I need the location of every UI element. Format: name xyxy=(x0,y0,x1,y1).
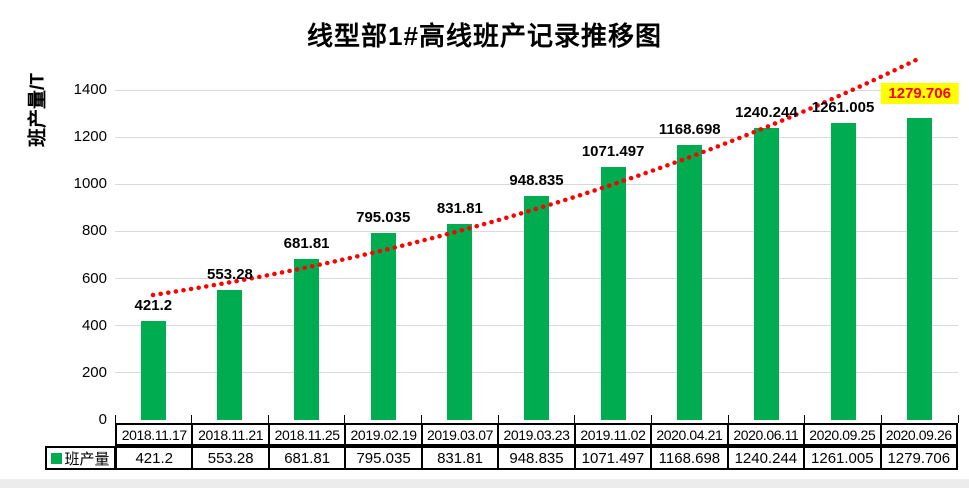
table-date-cell: 2018.11.25 xyxy=(268,424,346,445)
table-value-cell: 948.835 xyxy=(498,447,575,469)
bar-data-label: 421.2 xyxy=(134,296,173,314)
table-date-cell: 2019.03.07 xyxy=(421,424,499,445)
table-date-cell: 2019.03.23 xyxy=(498,424,575,445)
table-value-cell: 1279.706 xyxy=(880,447,957,469)
y-axis-tick-label: 0 xyxy=(98,411,107,428)
bar xyxy=(907,118,933,420)
bar-data-label: 1261.005 xyxy=(811,98,875,116)
legend-cell: 班产量 xyxy=(45,446,116,470)
bar xyxy=(677,144,703,420)
chart-title: 线型部1#高线班产记录推移图 xyxy=(307,21,662,51)
data-table-date-row: 2018.11.17 2018.11.21 2018.11.25 2019.02.19… xyxy=(115,423,958,446)
bar xyxy=(830,122,856,420)
table-date-cell: 2019.02.19 xyxy=(345,424,422,445)
bar-data-label: 1168.698 xyxy=(658,120,721,138)
table-value-cell: 795.035 xyxy=(345,447,422,469)
y-axis-tick-label: 600 xyxy=(81,269,107,287)
category-axis-tick xyxy=(344,415,346,423)
bar xyxy=(447,223,473,420)
table-date-cell: 2018.11.21 xyxy=(192,424,269,445)
category-axis-tick xyxy=(957,415,959,423)
y-axis-tick-label: 1200 xyxy=(73,128,107,146)
y-gridline xyxy=(115,89,958,91)
table-date-cell: 2019.11.02 xyxy=(574,424,652,445)
table-value-cell: 681.81 xyxy=(268,447,346,469)
y-axis-tick-label: 400 xyxy=(81,316,107,334)
category-axis-tick xyxy=(114,415,116,423)
table-value-cell: 1168.698 xyxy=(651,447,728,469)
bar-data-label: 553.28 xyxy=(207,265,253,283)
category-axis-tick xyxy=(650,415,652,423)
table-date-cell: 2018.11.17 xyxy=(116,424,193,445)
y-axis-tick-label: 200 xyxy=(81,363,107,381)
window-bottom-strip xyxy=(0,479,969,488)
table-date-cell: 2020.09.25 xyxy=(804,424,881,445)
bar xyxy=(140,320,166,420)
bar-data-label: 1240.244 xyxy=(735,103,798,121)
data-table-value-row: 421.2 553.28 681.81 795.035 831.81 948.835 107… xyxy=(115,446,958,470)
bar xyxy=(753,127,779,420)
category-axis-tick xyxy=(191,415,193,423)
bar-data-label: 681.81 xyxy=(283,235,330,253)
table-value-cell: 1240.244 xyxy=(727,447,805,469)
y-axis-tick-label: 800 xyxy=(81,222,107,240)
table-value-cell: 831.81 xyxy=(421,447,499,469)
bar-data-label: 795.035 xyxy=(356,208,411,226)
category-axis-tick xyxy=(804,415,806,423)
category-axis-tick xyxy=(574,415,576,423)
bar xyxy=(217,289,243,420)
category-axis-tick xyxy=(727,415,729,423)
table-value-cell: 1261.005 xyxy=(804,447,881,469)
table-value-cell: 1071.497 xyxy=(574,447,652,469)
bar xyxy=(294,259,320,420)
bar-data-label: 1279.706 xyxy=(880,83,959,105)
bar xyxy=(524,196,549,420)
table-date-cell: 2020.06.11 xyxy=(727,424,805,445)
category-axis-tick xyxy=(267,415,269,423)
table-date-cell: 2020.04.21 xyxy=(651,424,728,445)
y-axis-tick-label: 1400 xyxy=(73,81,107,98)
bar xyxy=(600,167,626,420)
bar-data-label: 831.81 xyxy=(436,199,483,217)
bar-data-label: 1071.497 xyxy=(581,143,645,161)
y-axis-tick-label: 1000 xyxy=(73,175,107,193)
category-axis-tick xyxy=(421,415,423,423)
table-value-cell: 421.2 xyxy=(116,447,193,469)
legend-swatch-icon xyxy=(51,452,63,464)
bar xyxy=(370,232,396,420)
category-axis-tick xyxy=(880,415,882,423)
category-axis-tick xyxy=(497,415,499,423)
table-value-cell: 553.28 xyxy=(192,447,269,469)
table-date-cell: 2020.09.26 xyxy=(880,424,957,445)
legend-label: 班产量 xyxy=(64,450,110,468)
bar-data-label: 948.835 xyxy=(509,172,564,190)
